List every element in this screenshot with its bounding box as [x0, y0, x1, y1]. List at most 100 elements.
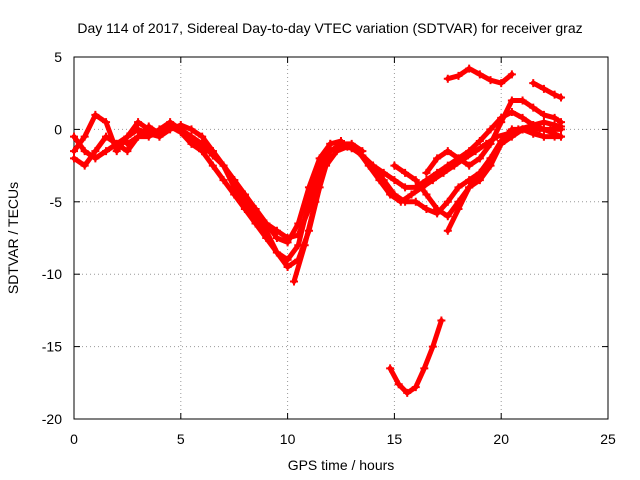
data-point — [401, 197, 410, 206]
data-point — [557, 132, 566, 141]
data-point — [411, 176, 420, 185]
data-point — [123, 132, 132, 141]
data-point — [70, 154, 78, 163]
data-point — [507, 70, 516, 79]
data-point — [454, 154, 463, 163]
data-point — [187, 132, 196, 141]
data-point — [230, 176, 239, 185]
data-point — [557, 93, 566, 102]
data-point — [407, 190, 416, 199]
x-tick-label: 25 — [600, 431, 616, 447]
data-point — [539, 118, 548, 127]
x-tick-label: 5 — [177, 431, 185, 447]
data-point — [386, 364, 395, 373]
data-point — [294, 231, 303, 240]
data-point — [486, 76, 495, 85]
x-tick-label: 0 — [70, 431, 78, 447]
data-point — [486, 154, 495, 163]
data-point — [433, 154, 442, 163]
x-axis-label: GPS time / hours — [288, 457, 395, 473]
x-tick-label: 10 — [280, 431, 296, 447]
data-point — [411, 383, 420, 392]
data-point — [300, 241, 309, 250]
data-point — [102, 118, 111, 127]
data-point — [262, 226, 271, 235]
data-point — [401, 168, 410, 177]
y-axis-label: SDTVAR / TECUs — [5, 182, 21, 294]
data-point — [112, 147, 121, 156]
chart-title: Day 114 of 2017, Sidereal Day-to-day VTE… — [77, 20, 582, 36]
data-point — [465, 64, 474, 73]
data-point — [486, 139, 495, 148]
data-point — [443, 161, 452, 170]
data-point — [475, 154, 484, 163]
data-point — [497, 79, 506, 88]
data-point — [529, 121, 538, 130]
data-point — [166, 118, 175, 127]
data-point — [283, 262, 292, 271]
data-point — [369, 161, 378, 170]
data-point — [454, 183, 463, 192]
y-tick-label: -20 — [42, 411, 62, 427]
series-arc-8 — [422, 96, 566, 177]
data-point — [208, 151, 217, 160]
data-point — [198, 147, 207, 156]
x-tick-labels: 0 5 10 15 20 25 — [70, 431, 616, 447]
series-arc-9 — [390, 125, 548, 221]
data-point — [401, 183, 410, 192]
data-point — [437, 316, 446, 325]
data-point — [123, 139, 132, 148]
data-point — [390, 190, 399, 199]
data-point — [262, 219, 271, 228]
y-tick-label: 5 — [54, 49, 62, 65]
series-arc-12 — [529, 79, 566, 102]
y-tick-label: 0 — [54, 121, 62, 137]
data-point — [311, 197, 320, 206]
y-tick-label: -5 — [50, 194, 63, 210]
data-point — [240, 190, 249, 199]
data-point — [539, 110, 548, 119]
data-point — [518, 96, 527, 105]
series-arc-6 — [337, 108, 566, 192]
series-arc-13 — [386, 316, 446, 397]
data-point — [443, 197, 452, 206]
data-point — [475, 136, 484, 145]
series-line — [530, 80, 564, 101]
data-point — [550, 90, 559, 99]
data-point — [403, 388, 412, 397]
series-arc-11 — [443, 64, 516, 88]
data-point — [550, 121, 559, 130]
data-point — [411, 197, 420, 206]
axis-ticks — [73, 56, 609, 420]
data-point — [465, 161, 474, 170]
data-point — [507, 108, 516, 117]
y-tick-label: -15 — [42, 339, 62, 355]
plot-frame — [73, 56, 609, 420]
data-point — [518, 125, 527, 134]
data-point — [80, 132, 89, 141]
data-point — [443, 147, 452, 156]
data-point — [390, 176, 399, 185]
data-point — [155, 125, 164, 134]
data-point — [529, 128, 538, 137]
data-point — [70, 147, 78, 156]
data-point — [272, 234, 281, 242]
data-point — [144, 132, 153, 141]
data-point — [465, 183, 474, 192]
data-point — [102, 132, 111, 141]
data-point — [486, 125, 495, 134]
data-point — [507, 96, 516, 105]
data-point — [326, 139, 335, 148]
data-point — [219, 161, 228, 170]
data-point — [337, 139, 345, 148]
data-point — [422, 205, 431, 214]
data-point — [187, 125, 196, 134]
series-arc-3 — [70, 121, 324, 271]
data-point — [91, 110, 100, 119]
data-point — [443, 74, 452, 83]
data-point — [539, 84, 548, 93]
grid-lines — [74, 57, 608, 419]
data-point — [497, 136, 506, 145]
data-point — [219, 176, 228, 185]
data-point — [272, 248, 281, 257]
